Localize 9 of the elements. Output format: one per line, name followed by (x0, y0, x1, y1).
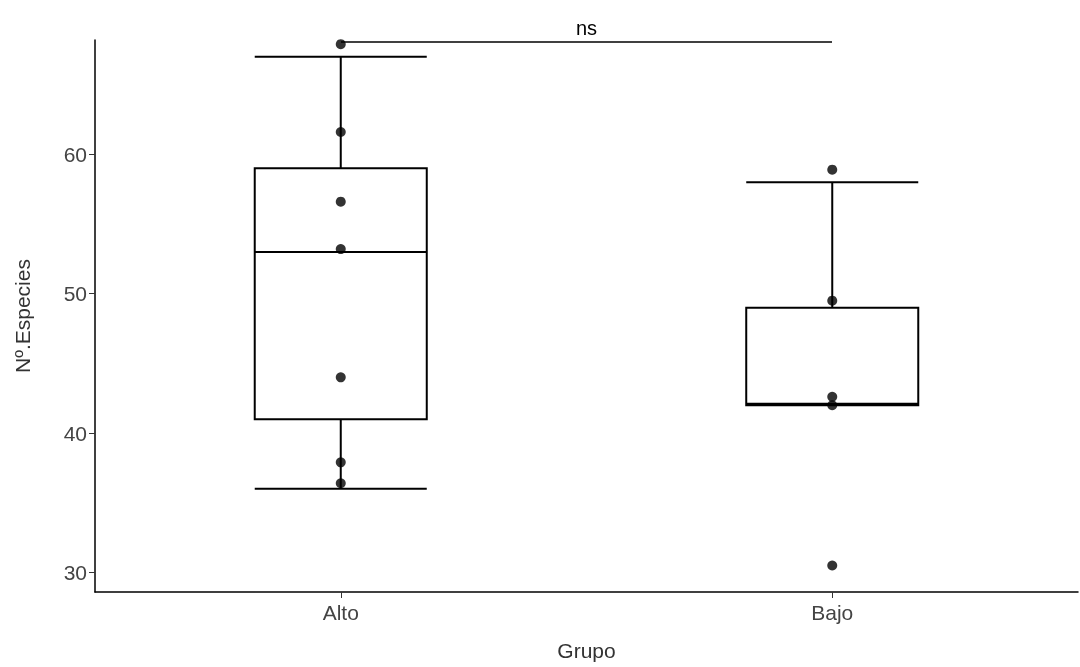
y-axis-title: Nº.Especies (11, 259, 34, 373)
y-tick-label: 50 (63, 282, 87, 306)
text: ns (575, 17, 598, 39)
y-tick-label: 40 (63, 421, 87, 445)
y-tick-label: 30 (63, 560, 87, 584)
x-tick-label: Bajo (811, 601, 854, 624)
x-tick-label: Alto (322, 601, 359, 624)
x-axis-title: Grupo (557, 639, 616, 662)
y-tick-label: 60 (63, 142, 87, 166)
